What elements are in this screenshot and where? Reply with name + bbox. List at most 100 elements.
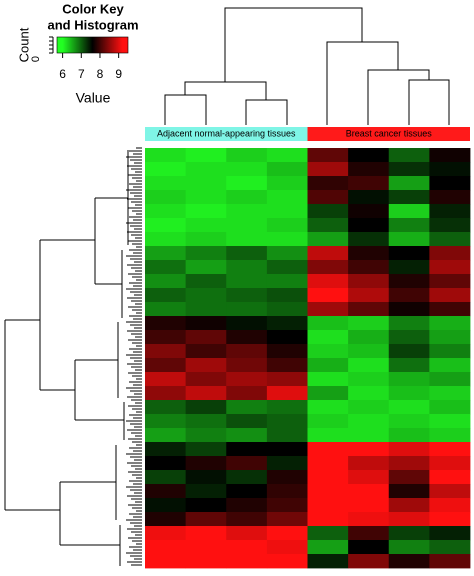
heatmap-cell	[388, 456, 430, 471]
heatmap-cell	[266, 232, 308, 247]
heatmap-cell	[185, 316, 227, 331]
heatmap-cell	[388, 512, 430, 527]
heatmap-cell	[348, 162, 390, 177]
heatmap-cell	[429, 386, 471, 401]
heatmap-cell	[226, 162, 268, 177]
heatmap-cell	[348, 554, 390, 569]
heatmap-cell	[185, 554, 227, 569]
heatmap-cell	[266, 498, 308, 513]
heatmap-cell	[388, 288, 430, 303]
heatmap-cell	[226, 260, 268, 275]
heatmap-cell	[307, 344, 349, 359]
heatmap-cell	[145, 176, 187, 191]
heatmap-cell	[226, 288, 268, 303]
heatmap-cell	[145, 512, 187, 527]
heatmap-cell	[307, 386, 349, 401]
heatmap-cell	[307, 554, 349, 569]
heatmap-cell	[307, 246, 349, 261]
heatmap-cell	[388, 428, 430, 443]
heatmap-cell	[348, 386, 390, 401]
heatmap-cell	[429, 260, 471, 275]
heatmap-cell	[145, 302, 187, 317]
heatmap-cell	[266, 330, 308, 345]
heatmap-cell	[145, 498, 187, 513]
heatmap-cell	[348, 400, 390, 415]
heatmap-cell	[307, 540, 349, 555]
heatmap-cell	[226, 414, 268, 429]
heatmap-cell	[145, 456, 187, 471]
heatmap-cell	[429, 442, 471, 457]
heatmap-cell	[348, 498, 390, 513]
heatmap-cells	[145, 148, 471, 569]
heatmap-cell	[226, 372, 268, 387]
heatmap-cell	[266, 358, 308, 373]
heatmap-cell	[429, 344, 471, 359]
heatmap-cell	[388, 358, 430, 373]
heatmap-cell	[185, 526, 227, 541]
heatmap-cell	[266, 470, 308, 485]
heatmap-cell	[145, 442, 187, 457]
heatmap-cell	[348, 274, 390, 289]
heatmap-cell	[388, 470, 430, 485]
heatmap-cell	[348, 232, 390, 247]
heatmap-cell	[266, 148, 308, 163]
heatmap-cell	[348, 526, 390, 541]
heatmap-cell	[226, 498, 268, 513]
key-x-tick-label: 7	[78, 67, 85, 81]
heatmap-cell	[226, 246, 268, 261]
heatmap-cell	[266, 344, 308, 359]
heatmap-cell	[388, 372, 430, 387]
heatmap-cell	[185, 232, 227, 247]
heatmap-cell	[266, 442, 308, 457]
heatmap-cell	[266, 176, 308, 191]
heatmap-cell	[226, 274, 268, 289]
row-dendrogram	[4, 147, 142, 566]
heatmap-cell	[348, 428, 390, 443]
heatmap-cell	[429, 512, 471, 527]
heatmap-cell	[307, 232, 349, 247]
heatmap-cell	[226, 428, 268, 443]
heatmap-cell	[266, 414, 308, 429]
key-x-tick-label: 9	[115, 67, 122, 81]
heatmap-cell	[266, 540, 308, 555]
group-bar	[307, 127, 470, 141]
heatmap-cell	[388, 274, 430, 289]
heatmap-cell	[307, 400, 349, 415]
heatmap-cell	[185, 218, 227, 233]
heatmap-cell	[348, 456, 390, 471]
heatmap-cell	[185, 288, 227, 303]
heatmap-cell	[429, 470, 471, 485]
heatmap-cell	[429, 414, 471, 429]
heatmap-cell	[145, 260, 187, 275]
heatmap-cell	[185, 302, 227, 317]
row-dendrogram-lines	[4, 147, 142, 566]
heatmap-cell	[388, 400, 430, 415]
heatmap-cell	[266, 484, 308, 499]
heatmap-cell	[145, 554, 187, 569]
heatmap-cell	[307, 414, 349, 429]
heatmap-cell	[266, 372, 308, 387]
heatmap-cell	[185, 330, 227, 345]
heatmap-cell	[348, 176, 390, 191]
heatmap-cell	[348, 190, 390, 205]
heatmap-cell	[348, 218, 390, 233]
heatmap-cell	[307, 218, 349, 233]
heatmap-cell	[226, 302, 268, 317]
heatmap-cell	[388, 344, 430, 359]
heatmap-cell	[307, 148, 349, 163]
heatmap-cell	[388, 190, 430, 205]
heatmap-cell	[226, 484, 268, 499]
heatmap-cell	[145, 526, 187, 541]
heatmap-cell	[429, 162, 471, 177]
heatmap-cell	[145, 288, 187, 303]
heatmap-cell	[307, 470, 349, 485]
heatmap-cell	[185, 470, 227, 485]
key-x-label: Value	[76, 90, 111, 106]
heatmap-cell	[307, 162, 349, 177]
heatmap-cell	[145, 400, 187, 415]
group-label: Breast cancer tissues	[346, 128, 433, 138]
heatmap-cell	[226, 190, 268, 205]
heatmap-cell	[307, 330, 349, 345]
heatmap-cell	[266, 218, 308, 233]
heatmap-cell	[266, 190, 308, 205]
